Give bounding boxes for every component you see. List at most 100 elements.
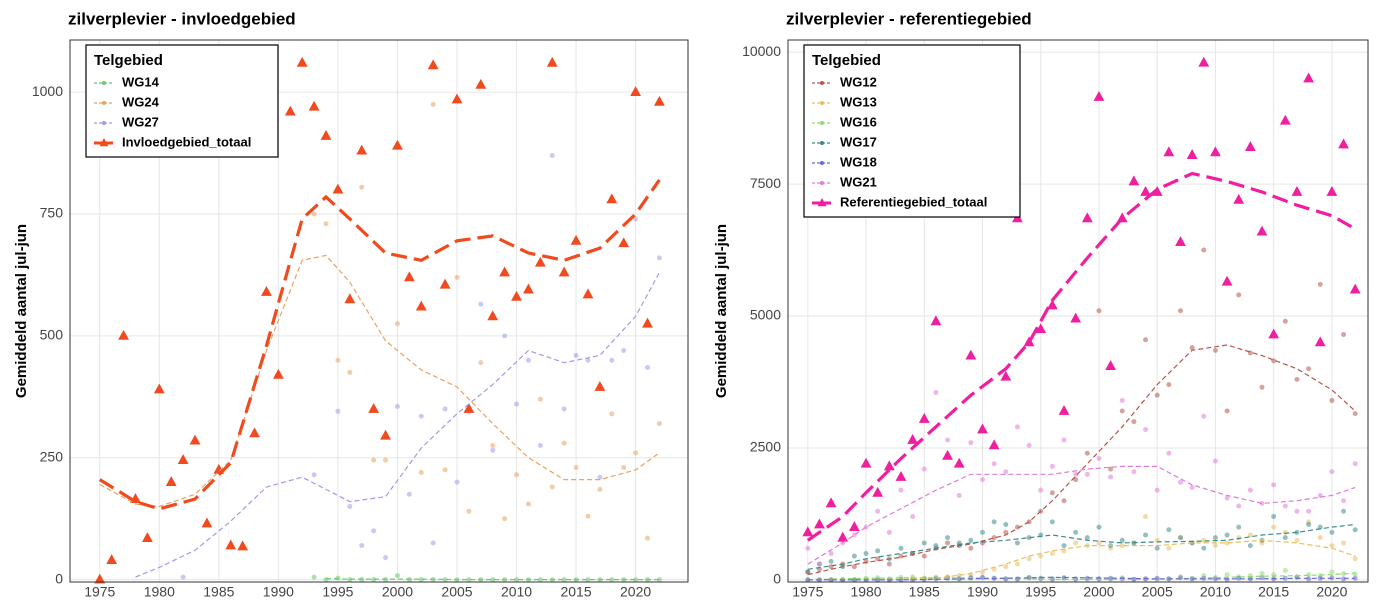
point (1338, 138, 1349, 149)
legend-marker (817, 198, 827, 207)
point (1233, 193, 1245, 204)
point (1303, 72, 1315, 83)
point (1329, 397, 1335, 403)
point (621, 347, 627, 353)
point (514, 577, 520, 583)
chart-title: zilverplevier - referentiegebied (786, 9, 1032, 28)
point (430, 101, 436, 107)
point (1306, 521, 1312, 527)
y-tick-label: 0 (55, 570, 63, 586)
point (597, 486, 603, 492)
point (537, 577, 543, 583)
point (1154, 545, 1160, 551)
point (991, 535, 997, 541)
y-tick-label: 250 (40, 448, 64, 464)
point (1026, 442, 1032, 448)
x-tick-label: 1975 (792, 584, 823, 600)
point (335, 408, 341, 414)
trend-line (135, 272, 660, 578)
point (1259, 384, 1265, 390)
point (895, 470, 907, 481)
series (311, 101, 662, 541)
trend-line (807, 576, 1356, 581)
point (656, 577, 662, 583)
point (418, 469, 424, 475)
point (1154, 487, 1160, 493)
point (918, 412, 930, 423)
point (1329, 529, 1335, 535)
point (645, 365, 651, 371)
point (1014, 540, 1020, 546)
point (311, 574, 317, 580)
point (1201, 545, 1207, 551)
point (1317, 281, 1323, 287)
point (851, 577, 857, 583)
legend-label: WG12 (840, 74, 877, 89)
point (633, 577, 639, 583)
point (968, 440, 974, 446)
point (1247, 543, 1253, 549)
point (1081, 212, 1093, 223)
point (1341, 498, 1347, 504)
point (825, 497, 837, 508)
x-tick-label: 1980 (144, 584, 175, 600)
point (347, 577, 353, 583)
point (1073, 529, 1079, 535)
point (968, 545, 974, 551)
point (558, 266, 570, 277)
point (1341, 508, 1347, 514)
point (933, 390, 939, 396)
point (609, 357, 615, 363)
point (502, 516, 508, 522)
legend-label: WG16 (840, 114, 877, 129)
point (534, 256, 546, 267)
point (1049, 463, 1055, 469)
legend: Telgebied WG12 WG13 WG16 WG17 WG18 WG21 Referen… (803, 44, 1021, 218)
point (621, 464, 627, 470)
y-tick-label: 2500 (750, 439, 781, 455)
point (907, 434, 919, 444)
legend-label: WG13 (840, 94, 877, 109)
point (1221, 275, 1233, 286)
point (1186, 149, 1198, 159)
legend-marker (102, 121, 106, 125)
point (511, 290, 522, 301)
point (930, 315, 942, 326)
point (1003, 521, 1009, 527)
point (1073, 477, 1079, 483)
point (1061, 498, 1067, 504)
point (311, 472, 317, 478)
legend-box (85, 44, 279, 158)
point (1026, 556, 1032, 562)
point (1058, 405, 1070, 415)
point (1189, 485, 1195, 491)
x-tick-label: 1995 (322, 584, 353, 600)
point (371, 457, 377, 463)
point (633, 450, 639, 456)
point (805, 577, 811, 583)
point (945, 540, 951, 546)
point (1073, 540, 1079, 546)
y-tick-label: 1000 (32, 83, 63, 99)
legend-marker (820, 121, 824, 125)
point (1000, 370, 1012, 381)
point (1244, 141, 1256, 152)
point (359, 184, 365, 190)
point (490, 447, 496, 453)
point (898, 487, 904, 493)
point (165, 476, 177, 486)
point (394, 321, 400, 327)
point (609, 577, 615, 583)
point (561, 440, 567, 446)
point (225, 539, 237, 550)
point (1003, 576, 1009, 582)
point (1282, 535, 1288, 541)
plot-border (787, 39, 1369, 583)
legend-marker (102, 101, 106, 105)
point (1341, 331, 1347, 337)
point (1166, 450, 1172, 456)
point (1143, 426, 1149, 432)
point (875, 508, 881, 514)
point (418, 413, 424, 419)
x-tick-label: 2020 (620, 584, 651, 600)
